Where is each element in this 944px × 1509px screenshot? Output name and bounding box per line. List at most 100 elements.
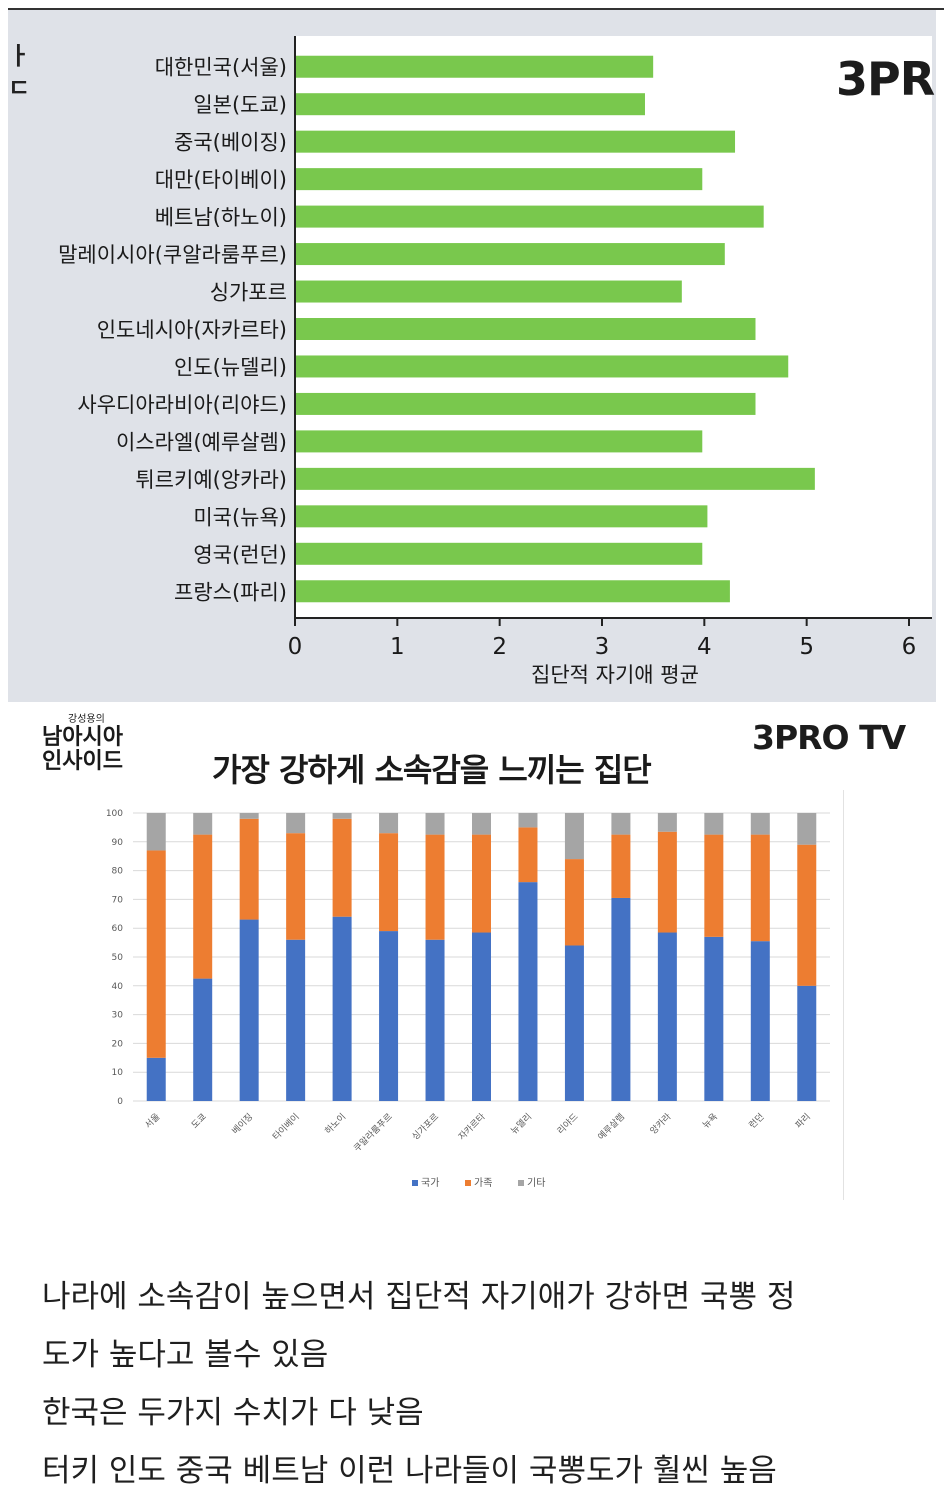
bar [296, 467, 815, 490]
bar-segment [750, 941, 770, 1101]
chart2-title: 가장 강하게 소속감을 느끼는 집단 [212, 751, 652, 789]
bar-segment [425, 939, 445, 1101]
x-tick-label: 4 [697, 634, 712, 660]
legend-swatch [412, 1180, 418, 1186]
bar-segment [564, 813, 584, 860]
bar-segment [518, 882, 538, 1101]
bar-segment [611, 897, 631, 1101]
x-tick-label: 뉴욕 [700, 1111, 719, 1130]
category-label: 대만(타이베이) [155, 168, 287, 192]
bar [296, 580, 730, 603]
x-tick-label: 2 [492, 634, 507, 660]
bar-segment [379, 833, 399, 932]
bar-segment [146, 1057, 166, 1101]
y-tick-label: 70 [112, 895, 124, 905]
bar-segment [518, 813, 538, 828]
x-tick-label: 6 [902, 634, 917, 660]
category-label: 영국(런던) [193, 543, 287, 567]
bar [296, 505, 708, 528]
y-tick-label: 30 [112, 1011, 124, 1021]
x-tick-label: 파리 [793, 1111, 812, 1130]
show-logo: 강성용의 남아시아 인사이드 [42, 710, 152, 773]
bar [296, 355, 789, 378]
bar-segment [286, 833, 306, 940]
x-tick-label: 쿠알라룸푸르 [352, 1111, 395, 1154]
bar-segment [704, 936, 724, 1101]
category-label: 인도네시아(자카르타) [97, 318, 287, 342]
x-tick-label: 앙카라 [647, 1110, 674, 1137]
category-label: 일본(도쿄) [193, 93, 287, 117]
bar-segment [425, 813, 445, 835]
bar-segment [657, 831, 677, 933]
bar-segment [239, 818, 259, 920]
bar [296, 205, 764, 228]
bar [296, 130, 736, 153]
category-label: 미국(뉴욕) [193, 505, 287, 529]
category-label: 말레이시아(쿠알라룸푸르) [58, 243, 287, 267]
collective-narcissism-chart: 대한민국(서울) 일본(도쿄) 중국(베이징) 대만(타이베이) 베트남(하노이) 말레이… [58, 36, 932, 687]
x-axis-title: 집단적 자기애 평균 [531, 663, 699, 687]
bar-segment [750, 834, 770, 942]
category-label: 튀르키예(앙카라) [135, 468, 287, 492]
bar [296, 55, 654, 78]
category-label: 대한민국(서울) [155, 56, 287, 80]
x-tick-label: 예루살렘 [595, 1111, 627, 1143]
bar-segment [518, 827, 538, 883]
bar-segment [564, 859, 584, 946]
category-label: 중국(베이징) [174, 131, 287, 155]
category-label: 사우디아라비아(리야드) [77, 393, 287, 417]
bar-segment [193, 978, 213, 1101]
brand-logo-bottom: 3PRO TV [752, 718, 906, 757]
legend-label: 가족 [474, 1177, 492, 1189]
legend-label: 기타 [527, 1177, 545, 1189]
brand-logo-top: 3PR [836, 52, 935, 106]
bar-segment [472, 834, 491, 933]
category-label: 프랑스(파리) [174, 580, 287, 604]
legend-label: 국가 [421, 1177, 439, 1189]
bar-segment [332, 818, 352, 917]
x-tick-label: 런던 [747, 1111, 766, 1130]
bar [296, 392, 756, 415]
x-tick-label: 타이베이 [271, 1111, 302, 1142]
bar-segment [425, 834, 445, 940]
x-tick-label: 싱가포르 [410, 1111, 441, 1142]
bar-segment [564, 945, 584, 1101]
bar-segment [657, 932, 677, 1101]
bar-segment [193, 834, 213, 979]
bar [296, 430, 703, 453]
bar [296, 318, 756, 340]
show-logo-small: 강성용의 [68, 714, 105, 725]
x-tick-label: 리야드 [555, 1111, 580, 1136]
x-tick-label: 1 [390, 634, 405, 660]
y-tick-label: 40 [112, 982, 124, 992]
show-logo-line1: 남아시아 [42, 724, 123, 750]
y-tick-label: 50 [112, 953, 124, 963]
y-tick-label: 20 [112, 1039, 124, 1049]
bar-segment [797, 985, 817, 1101]
bar-segment [704, 834, 724, 937]
x-tick-label: 서울 [143, 1111, 162, 1130]
belonging-group-chart: 0 10 20 30 40 50 60 70 80 90 100 서울 도쿄 베이징 타이베이 하노이 쿠알라룸… [106, 809, 830, 1189]
caption-text: 나라에 소속감이 높으면서 집단적 자기애가 강하면 국뽕 정 도가 높다고 볼… [42, 1268, 922, 1500]
bar-segment [332, 916, 352, 1101]
bar [296, 168, 703, 191]
bar-segment [193, 813, 213, 835]
bar-segment [657, 813, 677, 832]
legend-swatch [518, 1180, 524, 1186]
bar [296, 280, 682, 303]
bar-segment [611, 813, 631, 835]
y-tick-label: 0 [117, 1097, 123, 1107]
legend-swatch [465, 1180, 471, 1186]
bar-segment [379, 813, 399, 834]
y-tick-label: 90 [112, 838, 124, 848]
bar-segment [332, 813, 352, 819]
bar-segment [146, 813, 166, 851]
x-tick-label: 5 [799, 634, 814, 660]
category-label: 인도(뉴델리) [174, 355, 287, 379]
bar [296, 542, 703, 565]
x-tick-label: 자카르타 [456, 1111, 488, 1143]
bar-segment [239, 919, 259, 1101]
show-logo-line2: 인사이드 [42, 748, 123, 774]
bar-segment [146, 850, 166, 1058]
